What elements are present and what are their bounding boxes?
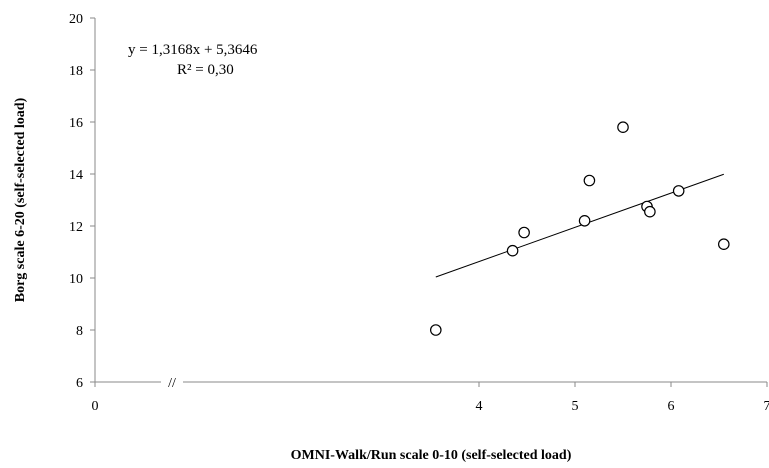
data-point bbox=[717, 238, 730, 250]
x-axis-title: OMNI-Walk/Run scale 0-10 (self-selected … bbox=[291, 448, 572, 463]
data-point bbox=[578, 215, 591, 227]
x-tick-label: 5 bbox=[572, 399, 579, 414]
x-tick-label: 6 bbox=[668, 399, 675, 414]
y-tick-label: 8 bbox=[76, 324, 83, 339]
y-axis-title: Borg scale 6-20 (self-selected load) bbox=[13, 97, 28, 302]
data-point bbox=[617, 121, 629, 133]
y-tick-label: 10 bbox=[69, 272, 83, 287]
y-axis: 6 8 10 12 14 16 18 20 bbox=[69, 12, 96, 391]
data-point bbox=[429, 324, 442, 336]
data-point bbox=[672, 185, 685, 197]
data-point bbox=[518, 226, 530, 239]
y-tick-label: 12 bbox=[69, 220, 83, 235]
x-tick-label: 7 bbox=[764, 399, 769, 414]
points-layer bbox=[429, 121, 730, 336]
y-tick-label: 20 bbox=[69, 12, 83, 27]
y-tick-label: 14 bbox=[69, 168, 83, 183]
trendline-r-squared: R² = 0,30 bbox=[177, 62, 234, 78]
y-tick-label: 6 bbox=[76, 376, 83, 391]
axis-break-mark: // bbox=[168, 376, 176, 391]
y-tick-label: 16 bbox=[69, 116, 83, 131]
y-tick-label: 18 bbox=[69, 64, 83, 79]
x-tick-label: 4 bbox=[476, 399, 483, 414]
x-axis: // 0 4 5 6 7 bbox=[92, 376, 769, 414]
x-tick-label: 0 bbox=[92, 399, 99, 414]
data-point bbox=[506, 244, 519, 257]
trendline-equation: y = 1,3168x + 5,3646 bbox=[128, 42, 258, 58]
data-point bbox=[583, 174, 596, 187]
data-point bbox=[644, 205, 656, 218]
